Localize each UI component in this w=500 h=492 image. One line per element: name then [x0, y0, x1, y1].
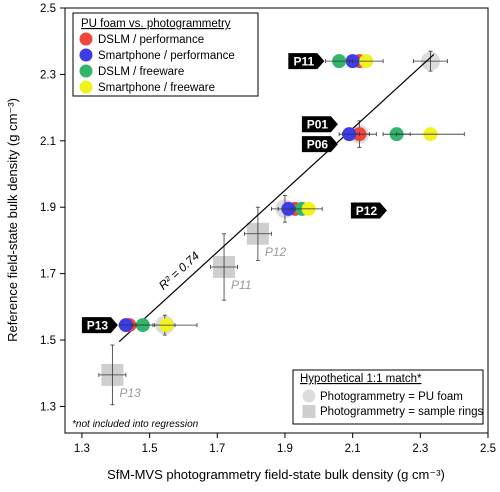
legend: PU foam vs. photogrammetry DSLM / perfor… [72, 12, 259, 97]
x-tick-label-4: 2.1 [345, 443, 361, 455]
x-tick-label-6: 2.5 [480, 443, 496, 455]
legend-2-entry-pu-foam: Photogrammetry = PU foam [320, 391, 463, 403]
point-tag-label-3: P12 [356, 204, 378, 218]
footnote: *not included into regression [72, 419, 199, 430]
ref-sample-ring-label-1: P11 [231, 278, 251, 292]
x-tick-label-1: 1.5 [142, 443, 158, 455]
point-labels: P11 P01 P06 P12 P13 [81, 53, 387, 334]
x-axis-label: SfM-MVS photogrammetry field-state bulk … [107, 467, 445, 482]
legend-marker-0 [79, 32, 93, 46]
legend-box [72, 12, 259, 97]
legend-entry-0: DSLM / performance [98, 34, 204, 46]
legend-entry-3: Smartphone / freeware [98, 82, 215, 94]
regression-line [118, 54, 435, 343]
legend-2-marker-pu-foam [302, 389, 316, 403]
point-tag-1 [301, 116, 338, 133]
legend-2-entry-sample-rings: Photogrammetry = sample rings [320, 406, 484, 418]
point-tag-label-1: P01 [307, 118, 329, 132]
y-tick-label-6: 2.5 [40, 3, 56, 15]
legend-entries: DSLM / performance Smartphone / performan… [79, 32, 235, 94]
x-tick-label-5: 2.3 [412, 443, 428, 455]
y-axis-label: Reference field-state bulk density (g cm… [5, 98, 20, 342]
point-tag-label-4: P13 [87, 319, 109, 333]
plot-frame [64, 7, 489, 434]
x-tick-label-0: 1.3 [74, 443, 90, 455]
legend-marker-1 [79, 48, 93, 62]
legend-entry-1: Smartphone / performance [98, 50, 235, 62]
legend-2-title: Hypothetical 1:1 match* [300, 373, 422, 385]
legend-marker-3 [79, 80, 93, 94]
axes: 1.3 1.5 1.7 1.9 2.1 2.3 2.5 1.3 1.5 1.7 1.9 2.1 2.3 2… [40, 3, 496, 455]
x-tick-label-2: 1.7 [209, 443, 225, 455]
regression-r2-label: R² = 0.74 [156, 248, 202, 292]
y-tick-label-2: 1.7 [40, 269, 56, 281]
y-tick-label-0: 1.3 [40, 401, 56, 413]
legend-marker-2 [79, 64, 93, 78]
y-tick-label-5: 2.3 [40, 69, 56, 81]
x-tick-label-3: 1.9 [277, 443, 293, 455]
y-tick-label-1: 1.5 [40, 335, 56, 347]
point-tag-4 [81, 317, 118, 334]
legend-entry-2: DSLM / freeware [98, 66, 184, 78]
y-tick-label-3: 1.9 [40, 202, 56, 214]
legend-title: PU foam vs. photogrammetry [81, 18, 231, 30]
ref-sample-ring-label-2: P12 [265, 245, 287, 259]
regression-line-group: R² = 0.74 [118, 54, 435, 343]
point-tag-0 [288, 53, 325, 70]
point-tag-3 [350, 202, 387, 219]
reference-points: P13 P11 P12 [98, 50, 448, 406]
ref-sample-ring-label-0: P13 [119, 386, 141, 400]
point-tag-label-0: P11 [293, 55, 314, 69]
legend-2-box [292, 369, 484, 425]
y-tick-label-4: 2.1 [40, 136, 56, 148]
series-points [118, 54, 465, 333]
point-tag-label-2: P06 [307, 138, 329, 152]
legend-2-marker-sample-rings [302, 405, 316, 418]
point-tag-2 [301, 136, 338, 153]
legend-2: Hypothetical 1:1 match* Photogrammetry =… [292, 369, 484, 425]
